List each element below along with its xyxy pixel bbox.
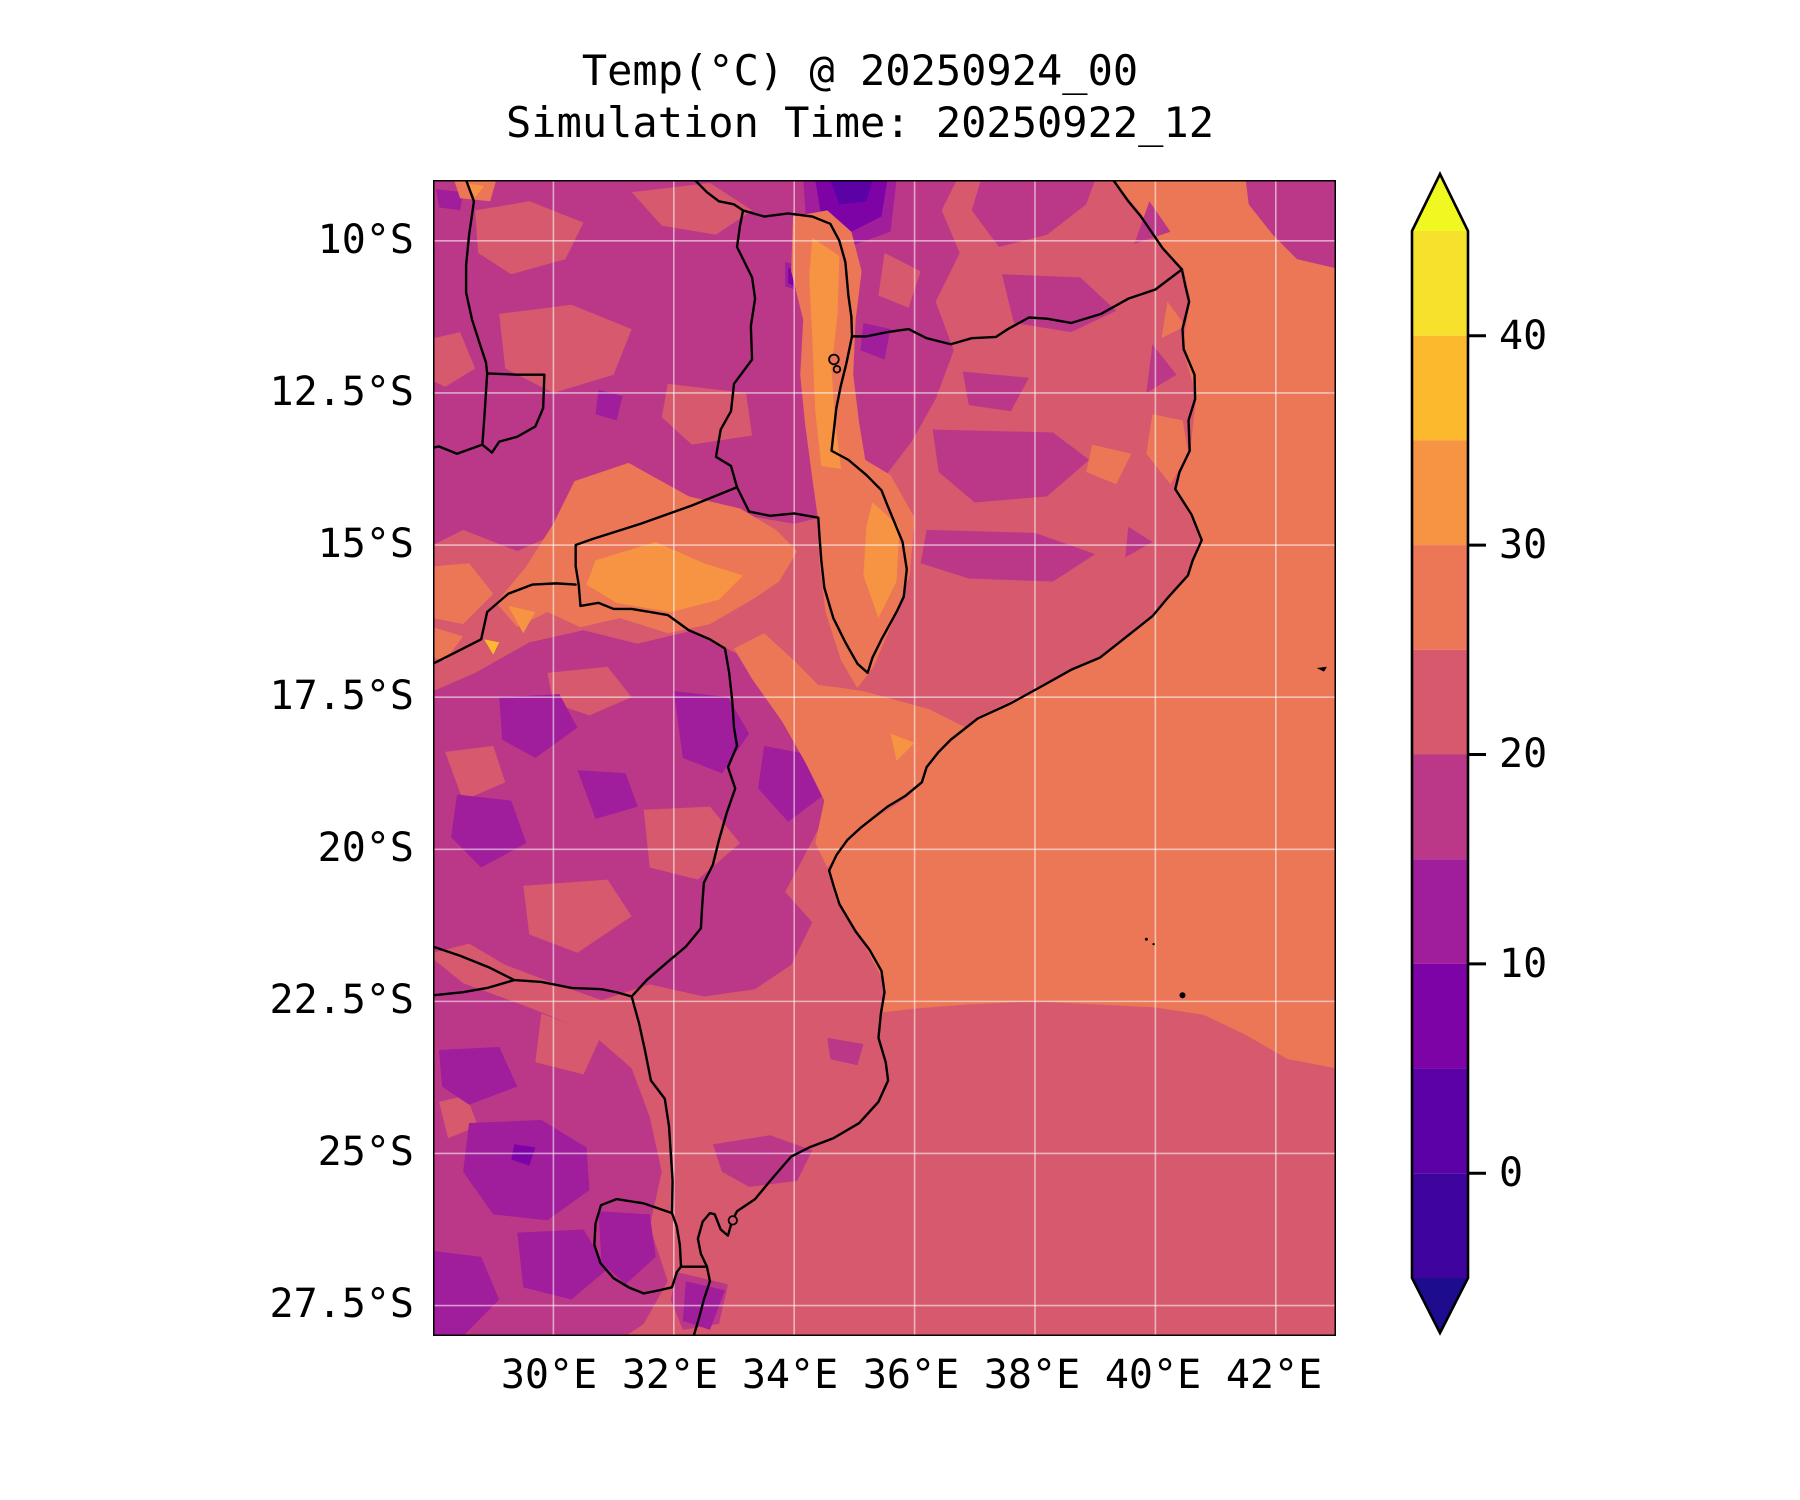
- temperature-map: [433, 180, 1336, 1336]
- likoma-island-south: [834, 366, 841, 373]
- drc-zambia-border: [433, 180, 544, 454]
- lat-tick-22-5s: 22.5°S: [269, 977, 415, 1023]
- coastline-border: [694, 180, 1202, 1336]
- lon-tick-30e: 30°E: [500, 1352, 598, 1398]
- lat-tick-17-5s: 17.5°S: [269, 673, 415, 719]
- page-subtitle: Simulation Time: 20250922_12: [505, 98, 1215, 147]
- lon-tick-36e: 36°E: [862, 1352, 960, 1398]
- europa-island-dot: [1179, 992, 1186, 999]
- colorbar-segment: [1412, 440, 1468, 546]
- malawi-border: [695, 180, 907, 673]
- lon-tick-42e: 42°E: [1225, 1352, 1323, 1398]
- colorbar-segment: [1412, 1068, 1468, 1174]
- country-borders: [433, 180, 1202, 1336]
- likoma-island: [829, 355, 839, 365]
- zimbabwe-mozambique-border: [580, 603, 737, 997]
- islands: [729, 355, 1327, 1225]
- colorbar-arrow-bottom: [1412, 1278, 1468, 1333]
- eswatini-border: [594, 1199, 681, 1293]
- colorbar-segment: [1412, 1173, 1468, 1278]
- bassas-dot-2: [1152, 942, 1155, 946]
- ocean-warm-region: [827, 180, 1336, 1069]
- lat-tick-15s: 15°S: [317, 521, 414, 567]
- lat-tick-27-5s: 27.5°S: [269, 1281, 415, 1327]
- lon-tick-40e: 40°E: [1104, 1352, 1202, 1398]
- zambia-mozambique-border: [576, 487, 737, 606]
- zambia-zimbabwe-border: [433, 583, 576, 663]
- cbar-tick-10: 10: [1499, 941, 1548, 987]
- lat-tick-12-5s: 12.5°S: [269, 369, 415, 415]
- colorbar-outline: [1410, 171, 1470, 1336]
- lat-tick-10s: 10°S: [317, 217, 414, 263]
- lat-tick-20s: 20°S: [317, 825, 414, 871]
- southafrica-mozambique-border: [632, 997, 673, 1214]
- cbar-tick-40: 40: [1499, 313, 1548, 359]
- botswana-border: [433, 980, 514, 995]
- cbar-tick-30: 30: [1499, 522, 1548, 568]
- colorbar-segment: [1412, 335, 1468, 441]
- juan-de-nova-dash: [1316, 666, 1327, 672]
- colorbar-segment: [1412, 754, 1468, 860]
- colorbar-ticks: [1468, 334, 1486, 1175]
- colorbar-arrow-top: [1412, 174, 1468, 231]
- page-title: Temp(°C) @ 20250924_00: [581, 46, 1139, 95]
- colorbar-segment: [1412, 963, 1468, 1069]
- colorbar-segment: [1412, 859, 1468, 964]
- inhaca-island: [729, 1216, 737, 1225]
- lat-tick-25s: 25°S: [317, 1129, 414, 1175]
- colorbar-segment: [1412, 545, 1468, 650]
- ne-sea-wedge: [1245, 180, 1336, 269]
- lon-tick-32e: 32°E: [621, 1352, 719, 1398]
- rovuma-border: [852, 269, 1182, 344]
- bassas-dot-1: [1144, 937, 1148, 941]
- limpopo-border: [433, 947, 632, 997]
- lon-tick-38e: 38°E: [983, 1352, 1081, 1398]
- colorbar-segment: [1412, 231, 1468, 336]
- cbar-tick-20: 20: [1499, 731, 1548, 777]
- cbar-tick-0: 0: [1499, 1150, 1524, 1196]
- colorbar: [1410, 171, 1486, 1336]
- gridlines: [433, 180, 1336, 1336]
- colorbar-segment: [1412, 649, 1468, 755]
- lon-tick-34e: 34°E: [741, 1352, 839, 1398]
- hot-spot: [484, 639, 500, 655]
